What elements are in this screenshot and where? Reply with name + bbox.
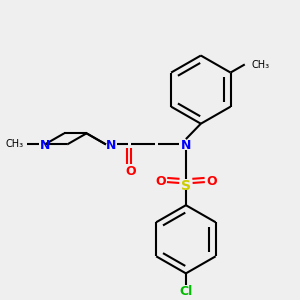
Text: O: O — [125, 165, 136, 178]
Text: Cl: Cl — [179, 285, 193, 298]
Text: N: N — [106, 140, 116, 152]
Text: CH₃: CH₃ — [6, 139, 24, 149]
Text: N: N — [181, 140, 191, 152]
Text: O: O — [206, 175, 217, 188]
Text: S: S — [181, 179, 191, 193]
Text: CH₃: CH₃ — [251, 60, 269, 70]
Text: N: N — [40, 140, 50, 152]
Text: O: O — [155, 175, 166, 188]
